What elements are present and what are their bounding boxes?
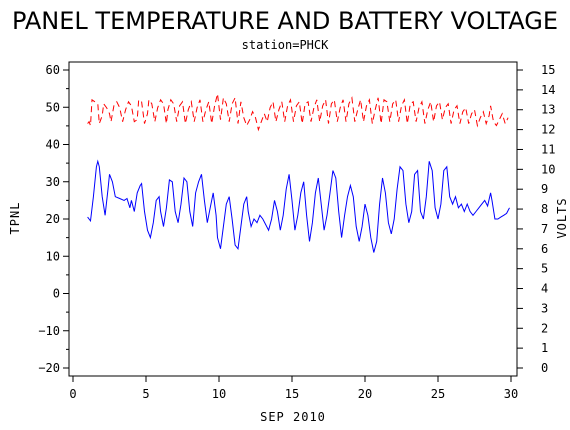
y-right-tick-label: 5 — [541, 262, 548, 276]
x-tick-label: 30 — [504, 387, 518, 401]
y-right-tick-label: 1 — [541, 341, 548, 355]
x-axis: 0 5 10 15 20 25 30 — [69, 376, 518, 401]
y-left-tick-label: 0 — [53, 287, 60, 301]
battery-voltage-series — [87, 93, 509, 132]
y-right-tick-label: 11 — [541, 142, 555, 156]
x-axis-label: SEP 2010 — [260, 410, 326, 424]
y-right-tick-label: 9 — [541, 182, 548, 196]
y-axis-left: −20 −10 0 10 20 30 40 50 60 — [38, 63, 69, 375]
y-right-tick-label: 15 — [541, 63, 555, 77]
y-right-tick-label: 4 — [541, 282, 548, 296]
y-right-tick-label: 3 — [541, 301, 548, 315]
x-tick-label: 5 — [142, 387, 149, 401]
x-tick-label: 10 — [212, 387, 226, 401]
panel-temperature-series — [87, 159, 510, 253]
x-tick-label: 15 — [285, 387, 299, 401]
y-left-tick-label: 10 — [46, 249, 60, 263]
y-right-tick-label: 7 — [541, 222, 548, 236]
y-left-tick-label: 20 — [46, 212, 60, 226]
y-left-tick-label: 60 — [46, 63, 60, 77]
x-tick-label: 0 — [69, 387, 76, 401]
y-right-tick-label: 12 — [541, 123, 555, 137]
y-right-tick-label: 10 — [541, 162, 555, 176]
y-left-tick-label: 40 — [46, 138, 60, 152]
y-right-tick-label: 6 — [541, 242, 548, 256]
y-right-tick-label: 0 — [541, 361, 548, 375]
chart-title: PANEL TEMPERATURE AND BATTERY VOLTAGE — [12, 7, 558, 35]
x-tick-label: 20 — [358, 387, 372, 401]
chart-subtitle: station=PHCK — [242, 38, 329, 52]
x-tick-label: 25 — [431, 387, 445, 401]
y-left-tick-label: 50 — [46, 100, 60, 114]
y-right-tick-label: 2 — [541, 321, 548, 335]
y-axis-right-label: VOLTS — [555, 197, 569, 238]
y-axis-left-label: TPNL — [8, 202, 22, 235]
series-layer — [87, 93, 510, 253]
plot-frame — [68, 61, 518, 377]
y-left-tick-label: 30 — [46, 175, 60, 189]
y-right-tick-label: 13 — [541, 103, 555, 117]
y-right-tick-label: 14 — [541, 83, 555, 97]
y-left-tick-label: −10 — [38, 324, 60, 338]
y-left-tick-label: −20 — [38, 361, 60, 375]
y-right-tick-label: 8 — [541, 202, 548, 216]
